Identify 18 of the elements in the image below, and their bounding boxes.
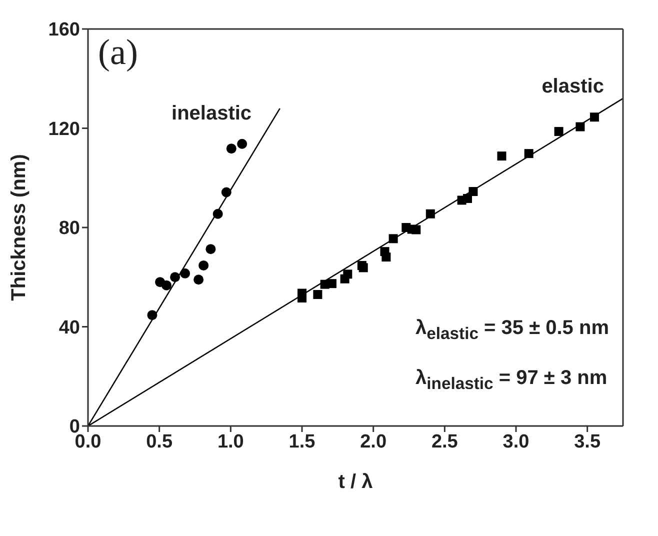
annotation: (a): [98, 32, 138, 72]
x-tick-label: 1.0: [217, 431, 244, 452]
y-tick-label: 160: [48, 20, 80, 41]
x-tick-label: 3.0: [502, 431, 530, 452]
x-tick-label: 3.5: [574, 431, 601, 452]
x-tick-label: 0.5: [146, 431, 173, 452]
x-tick-label: 1.5: [288, 431, 316, 452]
y-tick-label: 80: [58, 218, 80, 240]
series-label: inelastic: [172, 102, 252, 124]
y-tick-label: 120: [48, 118, 80, 140]
y-tick-label: 40: [58, 317, 80, 338]
x-axis-title: t / λ: [338, 471, 373, 493]
x-tick-label: 2.5: [431, 431, 458, 452]
x-tick-label: 2.0: [360, 431, 387, 452]
annotation: λ$_{elastic}$ = 35 ± 0.5 nm: [416, 317, 609, 343]
series-label: elastic: [542, 76, 604, 98]
y-axis-title: Thickness (nm): [8, 154, 30, 301]
annotation: λ$_{inelastic}$ = 97 ± 3 nm: [416, 367, 608, 393]
